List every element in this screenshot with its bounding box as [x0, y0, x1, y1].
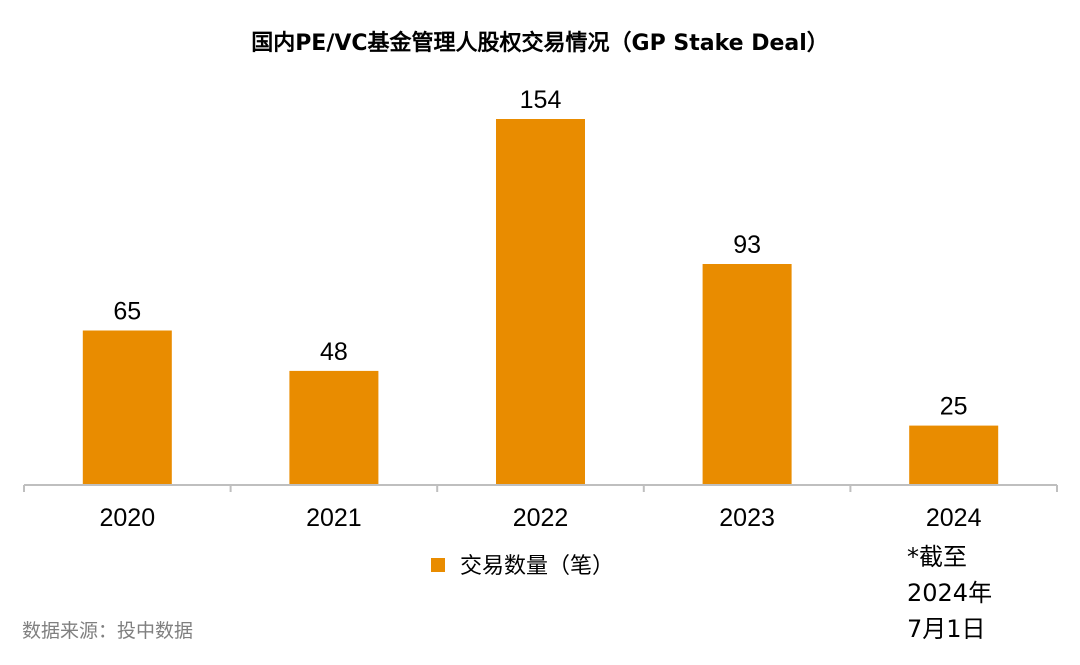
- footnote-line-3: 7月1日: [907, 615, 986, 643]
- bar-2022: [496, 119, 585, 485]
- bar-2021: [289, 370, 379, 485]
- footnote-line-1: *截至: [907, 543, 967, 571]
- x-axis: [23, 484, 1058, 492]
- bar-2024: [909, 425, 999, 485]
- data-label-2023: 93: [733, 231, 761, 259]
- legend-label: 交易数量（笔）: [460, 554, 614, 579]
- x-tick-label-2021: 2021: [306, 504, 362, 532]
- data-label-2020: 65: [113, 298, 141, 326]
- legend-swatch: [431, 558, 445, 572]
- x-tick-label-2024: 2024: [926, 504, 982, 532]
- data-label-2024: 25: [940, 393, 968, 421]
- x-tick-label-2020: 2020: [99, 504, 155, 532]
- bar-2023: [702, 264, 792, 485]
- bar-group: [82, 119, 999, 485]
- data-label-2022: 154: [520, 86, 562, 114]
- chart-title: 国内PE/VC基金管理人股权交易情况（GP Stake Deal）: [251, 30, 829, 56]
- source-note: 数据来源：投中数据: [22, 620, 193, 642]
- data-label-2021: 48: [320, 338, 348, 366]
- bar-2020: [82, 330, 172, 485]
- value-label-group: 65 48 154 93 25: [113, 86, 967, 421]
- footnote: *截至 2024年 7月1日: [907, 543, 992, 643]
- legend: 交易数量（笔）: [431, 554, 614, 579]
- footnote-line-2: 2024年: [907, 579, 992, 607]
- x-tick-label-group: 2020 2021 2022 2023 2024: [99, 504, 981, 532]
- x-tick-label-2023: 2023: [719, 504, 775, 532]
- x-tick-label-2022: 2022: [513, 504, 569, 532]
